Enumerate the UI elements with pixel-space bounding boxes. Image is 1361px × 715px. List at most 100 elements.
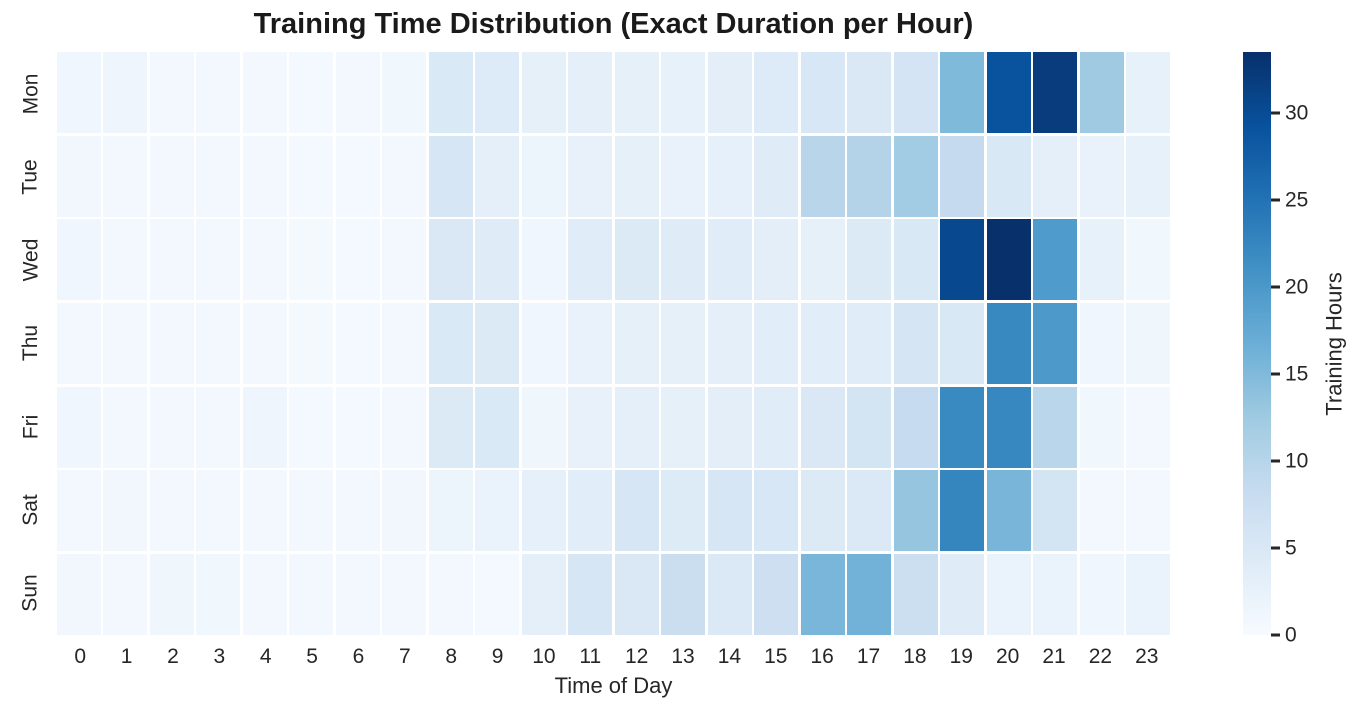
heatmap-cell [893,135,938,217]
heatmap-cell [289,470,334,552]
heatmap-cell [661,52,706,134]
heatmap-cell [475,553,520,635]
colorbar-tick-mark [1271,459,1280,463]
heatmap-cell [800,302,845,385]
heatmap-cell [521,470,566,552]
heatmap-cell [707,470,752,552]
heatmap-cell [57,135,101,217]
heatmap-cell [475,386,520,468]
heatmap-cell [800,219,845,301]
heatmap-cell [707,302,752,385]
x-tick-label: 0 [74,645,87,668]
heatmap-cell [1079,386,1124,468]
heatmap-cell [475,470,520,552]
x-tick-label: 8 [445,645,458,668]
heatmap-cell [893,302,938,385]
x-tick-label: 21 [1042,645,1066,668]
heatmap-cell [1033,219,1078,301]
heatmap-cell [196,386,241,468]
heatmap-cell [196,135,241,217]
heatmap-cell [475,52,520,134]
heatmap-cell [754,52,799,134]
x-tick-label: 4 [259,645,272,668]
heatmap-cell [568,135,613,217]
heatmap-cell [893,386,938,468]
colorbar-tick-mark [1271,111,1280,115]
heatmap-cell [707,135,752,217]
heatmap-cell [149,135,194,217]
heatmap-cell [289,553,334,635]
heatmap-cell [196,52,241,134]
heatmap-cell [1079,553,1124,635]
colorbar-tick-mark [1271,372,1280,376]
heatmap-cell [847,302,892,385]
heatmap-cell [707,553,752,635]
heatmap-cell [475,135,520,217]
heatmap-cell [614,52,659,134]
y-tick-label: Sat [19,494,42,526]
heatmap-cell [800,470,845,552]
x-tick-label: 6 [352,645,365,668]
heatmap-cell [1079,302,1124,385]
heatmap-cell [986,470,1031,552]
heatmap-cell [1033,386,1078,468]
heatmap-cell [428,219,473,301]
heatmap-cell [986,219,1031,301]
heatmap-cell [57,553,101,635]
colorbar-tick-mark [1271,198,1280,202]
y-tick-sat: Sat [12,468,50,551]
heatmap-cell [242,219,287,301]
heatmap-cell [661,135,706,217]
heatmap-cell [614,135,659,217]
heatmap-cell [754,219,799,301]
heatmap-cell [893,52,938,134]
heatmap-cell [661,470,706,552]
heatmap-cell [428,135,473,217]
heatmap-cell [382,470,427,552]
heatmap-cell [149,470,194,552]
colorbar-tick-mark [1271,633,1280,637]
heatmap-cell [986,553,1031,635]
heatmap-cell [521,386,566,468]
heatmap-cell [335,135,380,217]
x-tick-label: 13 [671,645,695,668]
colorbar-tick: 10 [1271,450,1308,471]
heatmap-cell [103,135,148,217]
heatmap-cell [568,470,613,552]
colorbar-tick: 25 [1271,189,1308,210]
heatmap-cell [242,135,287,217]
heatmap-cell [568,52,613,134]
colorbar-tick-label: 15 [1285,362,1309,386]
heatmap-cell [103,52,148,134]
heatmap-cell [614,553,659,635]
heatmap-cell [614,386,659,468]
heatmap-cell [1126,386,1170,468]
x-tick-label: 15 [764,645,788,668]
x-tick-label: 5 [306,645,318,668]
colorbar-ticks: 0 5 10 15 20 25 30 [1271,52,1331,646]
heatmap-cell [986,52,1031,134]
heatmap-cell [1079,219,1124,301]
y-tick-wed: Wed [12,219,50,302]
colorbar-tick: 30 [1271,102,1308,123]
heatmap-cell [242,386,287,468]
heatmap-cell [568,553,613,635]
colorbar-tick-label: 10 [1285,449,1309,473]
heatmap-cell [847,470,892,552]
heatmap-cell [940,219,985,301]
heatmap-cell [335,219,380,301]
heatmap-cell [521,302,566,385]
heatmap-cell [382,52,427,134]
heatmap-cell [57,470,101,552]
heatmap-cell [986,386,1031,468]
heatmap-cell [57,52,101,134]
x-tick-label: 22 [1088,645,1113,668]
heatmap-cell [1079,52,1124,134]
y-tick-sun: Sun [12,552,50,635]
y-axis-tick-labels: Mon Tue Wed Thu Fri Sat Sun [12,52,50,635]
heatmap-cell [986,302,1031,385]
x-tick-label: 23 [1135,645,1159,668]
x-tick-label: 2 [167,645,179,668]
y-tick-label: Thu [19,325,42,362]
